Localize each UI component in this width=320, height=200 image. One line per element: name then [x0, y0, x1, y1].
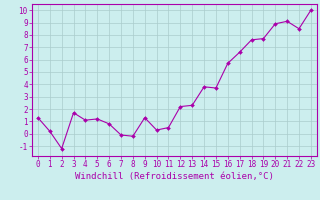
X-axis label: Windchill (Refroidissement éolien,°C): Windchill (Refroidissement éolien,°C)	[75, 172, 274, 181]
